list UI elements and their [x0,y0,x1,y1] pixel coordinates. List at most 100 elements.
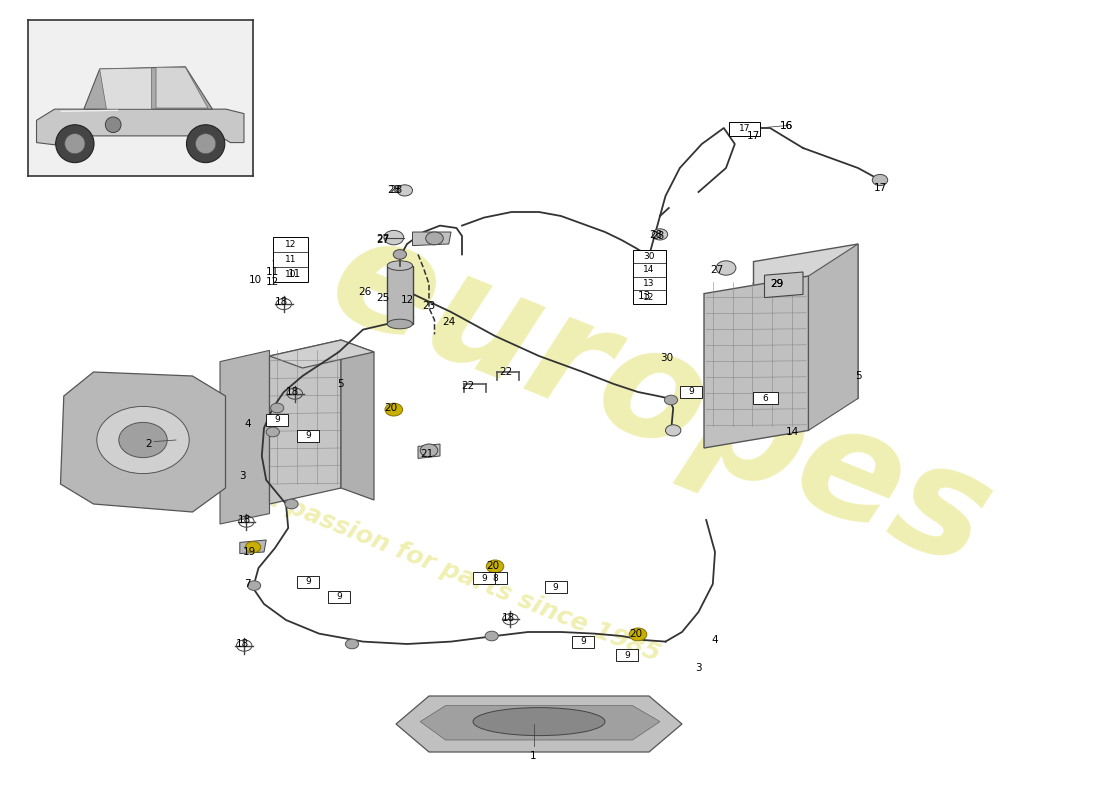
Ellipse shape [387,319,412,329]
Text: 20: 20 [384,403,397,413]
Circle shape [629,628,647,641]
Text: 6: 6 [762,394,769,403]
Text: 9: 9 [624,650,630,660]
Text: 5: 5 [338,379,344,389]
Text: 28: 28 [389,186,403,195]
Polygon shape [60,372,226,512]
Ellipse shape [473,707,605,736]
Text: 18: 18 [238,515,251,525]
Text: 28: 28 [651,231,664,241]
Polygon shape [341,340,374,500]
Bar [473,573,495,584]
Polygon shape [808,244,858,430]
Text: 28: 28 [387,185,400,194]
Text: 11: 11 [285,254,296,264]
Bar [273,237,308,282]
Bar [297,576,319,587]
Text: 9: 9 [481,574,487,583]
Text: 23: 23 [422,301,436,310]
Text: 28: 28 [649,230,662,240]
Polygon shape [412,232,451,246]
Bar [680,386,702,398]
Text: 19: 19 [243,547,256,557]
Polygon shape [270,340,374,368]
Circle shape [119,422,167,458]
Text: 16: 16 [780,121,793,130]
Text: 12: 12 [266,277,279,286]
Text: 13: 13 [638,291,651,301]
Circle shape [384,230,404,245]
Text: 9: 9 [274,415,280,425]
Ellipse shape [387,261,412,270]
Text: 29: 29 [770,279,783,289]
Circle shape [285,499,298,509]
Text: 1: 1 [530,751,537,761]
Circle shape [485,631,498,641]
Text: 27: 27 [376,235,389,245]
Text: 17: 17 [739,124,750,134]
Text: 25: 25 [376,293,389,302]
Text: 14: 14 [644,266,654,274]
Text: europes: europes [309,201,1011,599]
Text: a passion for parts since 1985: a passion for parts since 1985 [261,485,663,667]
Text: 30: 30 [644,252,654,261]
Polygon shape [754,244,858,416]
Text: 9: 9 [580,637,586,646]
Bar [754,393,778,404]
Text: 27: 27 [711,266,724,275]
Text: 18: 18 [502,613,515,622]
Text: 29: 29 [770,279,783,289]
Text: 8: 8 [492,574,498,583]
Circle shape [652,229,668,240]
Polygon shape [387,266,412,324]
Text: 9: 9 [305,577,311,586]
Circle shape [266,427,279,437]
Bar [328,590,350,603]
Text: 24: 24 [442,317,455,326]
Circle shape [426,232,443,245]
Circle shape [664,395,678,405]
Text: 5: 5 [855,371,861,381]
Polygon shape [418,444,440,458]
Text: 9: 9 [336,592,342,602]
Text: 12: 12 [285,240,296,249]
Bar [266,414,288,426]
Text: 13: 13 [644,279,654,288]
Polygon shape [764,272,803,298]
Text: 11: 11 [266,267,279,277]
Circle shape [248,581,261,590]
Text: 22: 22 [499,367,513,377]
Circle shape [345,639,359,649]
Circle shape [385,403,403,416]
Text: 12: 12 [400,295,414,305]
Polygon shape [396,696,682,752]
Text: 7: 7 [244,579,251,589]
Text: 20: 20 [486,561,499,570]
Text: 12: 12 [644,293,654,302]
Text: 17: 17 [747,131,760,141]
Bar [544,581,566,594]
Text: 27: 27 [376,234,389,244]
Text: 21: 21 [420,449,433,458]
Polygon shape [420,706,660,740]
Text: 16: 16 [780,122,793,131]
Circle shape [872,174,888,186]
Text: 14: 14 [785,427,799,437]
Text: 17: 17 [873,183,887,193]
Text: 22: 22 [461,381,474,390]
Text: 3: 3 [239,471,245,481]
Text: 4: 4 [244,419,251,429]
Text: 2: 2 [145,439,152,449]
Text: 18: 18 [235,639,249,649]
Bar [632,250,666,304]
Circle shape [666,425,681,436]
Text: 20: 20 [629,629,642,638]
Text: 30: 30 [660,353,673,362]
Text: 9: 9 [305,431,311,441]
Circle shape [716,261,736,275]
Polygon shape [240,540,266,554]
Bar [297,430,319,442]
Polygon shape [704,276,808,448]
Text: 4: 4 [712,635,718,645]
Text: 18: 18 [286,387,299,397]
